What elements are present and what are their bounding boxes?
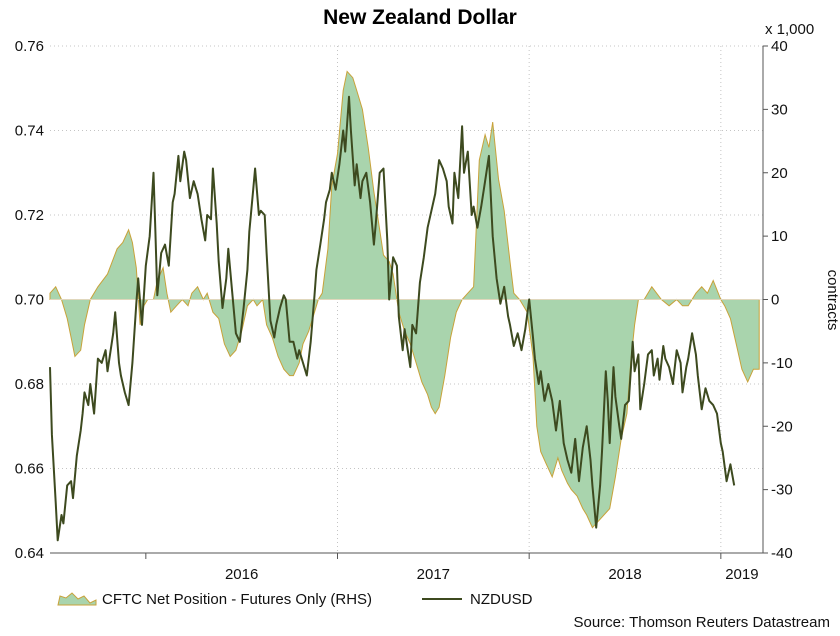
area-layer: [49, 70, 763, 529]
right-tick-label: 40: [771, 38, 788, 55]
x-tick-label: 2018: [608, 566, 641, 583]
right-tick-label: -20: [771, 418, 793, 435]
legend-cftc-label: CFTC Net Position - Futures Only (RHS): [102, 591, 372, 608]
right-tick-label: 10: [771, 228, 788, 245]
left-tick-label: 0.74: [15, 123, 44, 140]
source-text: Source: Thomson Reuters Datastream: [573, 614, 830, 631]
right-axis-title: contracts: [824, 270, 840, 331]
left-tick-label: 0.72: [15, 207, 44, 224]
x-tick-label: 2016: [225, 566, 258, 583]
right-tick-label: 30: [771, 101, 788, 118]
right-tick-label: -10: [771, 355, 793, 372]
right-tick-label: -40: [771, 545, 793, 562]
left-tick-label: 0.68: [15, 376, 44, 393]
nzdusd-line: [49, 95, 736, 542]
right-tick-label: 20: [771, 165, 788, 182]
x-tick-label: 2017: [417, 566, 450, 583]
left-tick-label: 0.70: [15, 292, 44, 309]
left-tick-label: 0.76: [15, 38, 44, 55]
right-tick-label: 0: [771, 292, 779, 309]
x-tick-label: 2019: [725, 566, 758, 583]
right-axis-unit: x 1,000: [765, 21, 814, 38]
right-tick-label: -30: [771, 482, 793, 499]
legend-area-swatch: [57, 592, 97, 606]
left-tick-label: 0.66: [15, 461, 44, 478]
left-tick-label: 0.64: [15, 545, 44, 562]
legend-nzdusd-label: NZDUSD: [470, 591, 533, 608]
axes: 0.64 0.66 0.68 0.70 0.72 0.74 0.76 -40 -30 -20 -10…: [15, 38, 793, 583]
line-layer: [49, 95, 736, 542]
legend: CFTC Net Position - Futures Only (RHS) N…: [57, 591, 533, 608]
chart-title: New Zealand Dollar: [323, 6, 517, 29]
